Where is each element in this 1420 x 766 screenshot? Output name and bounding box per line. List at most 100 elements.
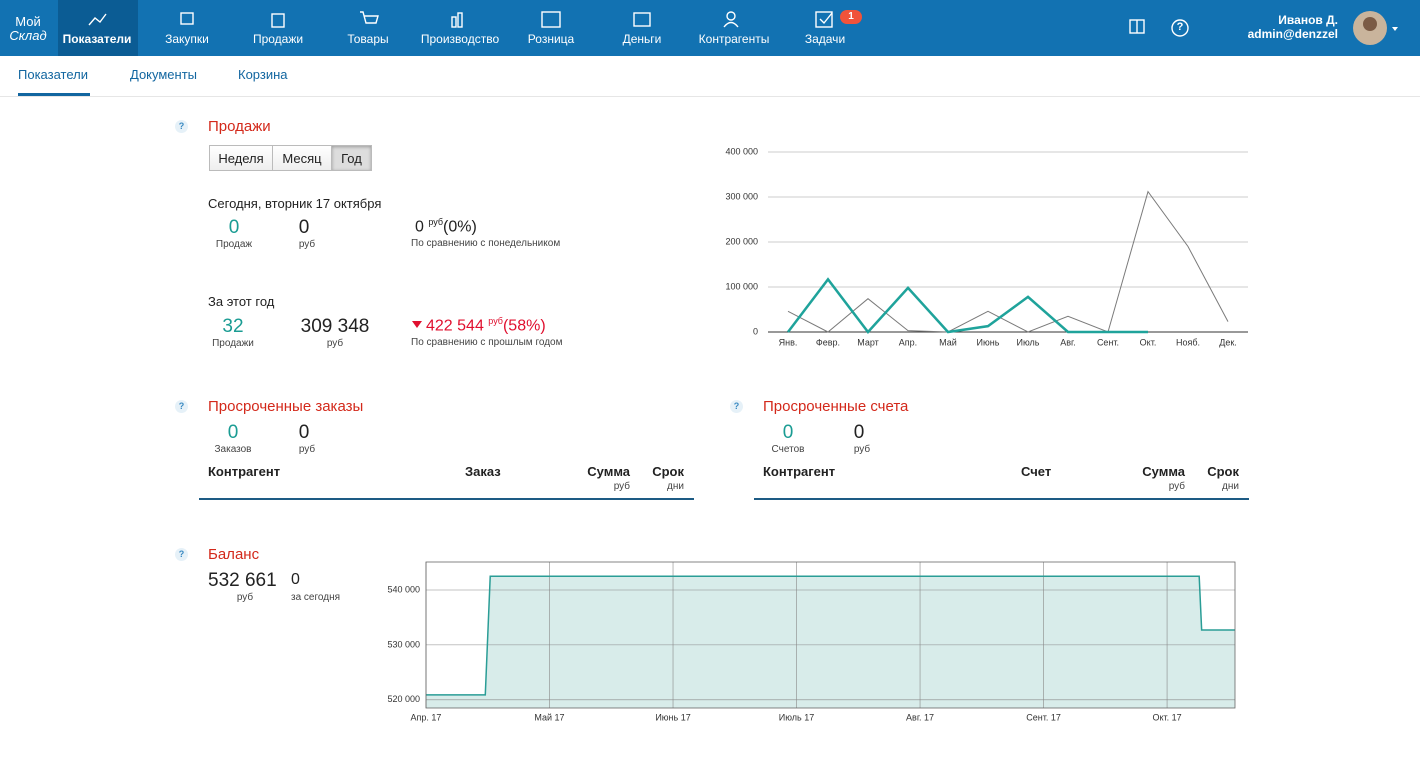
year-label: За этот год [208,294,275,309]
nav-item[interactable]: Товары [347,32,389,46]
logo-line[interactable]: Мой [15,14,41,29]
nav-item[interactable]: Задачи [804,32,846,46]
orders-count-label: Заказов [214,444,252,455]
column-header[interactable]: Срок [1207,464,1239,479]
diff-value: 0 [415,218,424,236]
y-tick-label: 0 [753,326,758,336]
help-icon[interactable]: ? [175,548,188,561]
x-tick-label: Нояб. [1176,337,1200,347]
today-count-label: Продаж [215,239,253,250]
column-header[interactable]: Заказ [465,464,501,479]
table-rule [754,498,1249,500]
year-diff: 422 544 руб(58%) [426,317,546,334]
icon [723,21,739,28]
balance-chart: 520 000 530 000 540 000 Апр. 17 Май 17 Июнь 1… [387,561,1236,722]
nav-item[interactable]: Розница [527,32,575,46]
area-fill [426,576,1235,708]
x-tick-label: Февр. [816,337,840,347]
orders-count: 0 [227,422,239,443]
invoices-sum-label: руб [853,444,871,455]
user-name[interactable]: Иванов Д. [1278,13,1338,27]
divider [0,96,1420,97]
series-line [787,277,1148,334]
top-nav: Мой Склад Показатели Закупки Продажи Тов… [0,0,1420,56]
today-sum: 0 [298,217,310,238]
section-title: Просроченные заказы [208,398,364,415]
tab[interactable]: Документы [130,67,198,82]
help-icon[interactable]: ? [175,400,188,413]
diff-unit: руб [428,217,444,227]
column-header[interactable]: Контрагент [763,464,836,479]
help-icon[interactable]: ? [175,120,188,133]
invoices-count: 0 [782,422,794,443]
diff-unit: руб [488,316,503,326]
y-tick-label: 530 000 [387,639,420,649]
area-line [426,575,1235,696]
y-tick-label: 520 000 [387,694,420,704]
year-sum-label: руб [326,338,344,349]
x-tick-label: Авг. [1060,337,1075,347]
help-icon[interactable]: ? [730,400,743,413]
x-tick-label: Апр. [899,337,917,347]
icon [451,16,457,28]
icon [541,11,561,28]
down-arrow [412,321,422,328]
x-tick-label: Май 17 [534,712,564,722]
nav-item[interactable]: Закупки [165,32,209,46]
sales-chart: 0 100 000 200 000 300 000 400 000 Янв. Февр. Ма… [725,146,1248,347]
diff-pct: (0%) [443,218,477,236]
x-tick-label: Март [857,337,879,347]
balance-sum: 532 661 [208,570,277,591]
invoices-count-label: Счетов [771,444,805,455]
column-header[interactable]: Сумма [587,464,630,479]
x-tick-label: Дек. [1219,337,1237,347]
tab[interactable]: Показатели [18,67,88,82]
nav-item[interactable]: Производство [420,32,500,46]
icon [819,12,833,25]
today-count: 0 [228,217,240,238]
column-header[interactable]: Срок [652,464,684,479]
nav-item[interactable]: Продажи [252,32,304,46]
tab[interactable]: Корзина [238,67,288,82]
icon [633,12,651,27]
column-header[interactable]: Сумма [1142,464,1185,479]
x-tick-label: Июль 17 [779,712,814,722]
x-tick-label: Май [939,337,957,347]
x-tick-label: Апр. 17 [411,712,442,722]
today-label: Сегодня, вторник 17 октября [208,196,382,211]
x-tick-label: Июнь 17 [655,712,690,722]
section-title: Баланс [208,546,260,563]
nav-item[interactable]: Показатели [62,32,132,46]
nav-item[interactable]: Деньги [622,32,662,46]
active-nav-bg [58,0,138,56]
x-tick-label: Янв. [779,337,798,347]
user-login[interactable]: admin@denzzel [1247,27,1338,41]
x-tick-label: Авг. 17 [906,712,934,722]
icon [815,11,833,28]
column-header[interactable]: Счет [1021,464,1052,479]
nav-item[interactable]: Контрагенты [698,32,770,46]
column-unit: дни [667,481,684,492]
icon [88,13,107,26]
column-header[interactable]: Контрагент [208,464,281,479]
caret[interactable] [1392,27,1398,31]
today-sum-label: руб [298,239,316,250]
icon[interactable] [1171,19,1189,37]
diff-value: 422 544 [426,317,484,335]
plot-border [425,561,1236,709]
logo-line[interactable]: Склад [9,28,47,43]
period-button[interactable]: Год [331,145,372,171]
year-count: 32 [222,316,244,337]
balance-today-label: за сегодня [291,592,341,603]
x-tick-label: Окт. 17 [1152,712,1181,722]
diff-note: По сравнению с прошлым годом [411,337,563,348]
table-rule [199,498,694,500]
period-button[interactable]: Неделя [209,145,273,171]
y-tick-label: 200 000 [725,236,758,246]
help-icon[interactable]: ? [1176,21,1184,33]
period-button[interactable]: Месяц [272,145,332,171]
column-unit: руб [1168,481,1185,492]
today-diff: 0 руб(0%) [415,218,477,235]
orders-sum: 0 [298,422,310,443]
